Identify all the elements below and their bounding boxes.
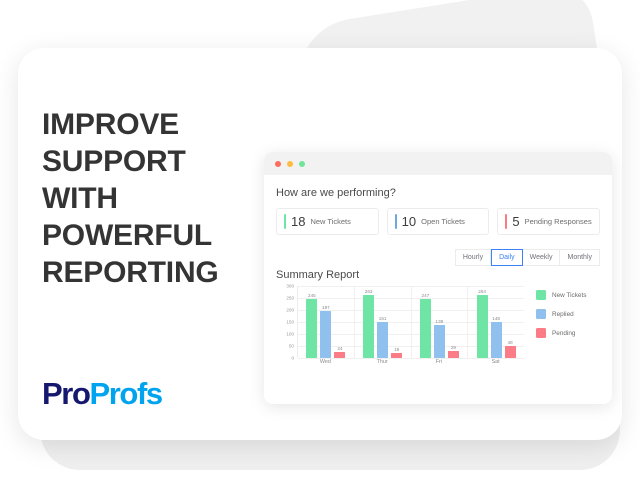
tab-monthly[interactable]: Monthly: [560, 249, 600, 266]
close-dot-icon[interactable]: [275, 160, 281, 167]
stat-label: New Tickets: [310, 217, 351, 226]
bar[interactable]: 245: [306, 293, 318, 358]
proprofs-logo: ProProfs: [42, 376, 163, 412]
x-axis: Wed Thur Fri Sat: [297, 359, 524, 365]
bar-value-label: 48: [507, 340, 513, 346]
logo-text-secondary: Profs: [89, 376, 163, 411]
stat-label: Open Tickets: [421, 217, 465, 226]
bar[interactable]: 48: [504, 340, 516, 358]
stat-value: 5: [512, 214, 520, 229]
bar-value-label: 148: [492, 316, 500, 322]
stat-card[interactable]: 18 New Tickets: [276, 208, 379, 235]
bar[interactable]: 148: [490, 316, 502, 358]
main-card: Improve Support With Powerful Reporting …: [18, 48, 622, 440]
maximize-dot-icon[interactable]: [299, 160, 305, 167]
tab-daily[interactable]: Daily: [491, 249, 523, 266]
page-title: Improve Support With Powerful Reporting: [42, 108, 219, 289]
window-titlebar: [264, 152, 612, 175]
bar[interactable]: 197: [320, 305, 332, 358]
bar-value-label: 24: [337, 346, 343, 352]
x-axis-tick: Wed: [319, 359, 331, 365]
gridline: [298, 358, 524, 359]
bar-group: 247 138 29: [412, 286, 469, 358]
summary-report-chart: 300 250 200 150 100 50 0 245 197 24 263 151 19 247 13…: [276, 283, 600, 368]
minimize-dot-icon[interactable]: [287, 160, 293, 167]
bar-value-label: 263: [364, 288, 373, 294]
stat-label: Pending Responses: [524, 217, 592, 226]
bar-value-label: 264: [478, 288, 486, 294]
legend-label: Pending: [552, 329, 576, 337]
bar-value-label: 19: [394, 347, 400, 353]
y-axis-tick: 150: [286, 319, 294, 325]
legend-label: New Tickets: [552, 291, 587, 299]
legend-swatch: [536, 328, 546, 338]
y-axis-tick: 100: [286, 331, 294, 337]
bar[interactable]: 247: [419, 293, 431, 358]
legend-swatch: [536, 309, 546, 319]
stat-accent-bar: [505, 214, 508, 229]
bar[interactable]: 138: [433, 319, 445, 358]
legend-item[interactable]: Pending: [536, 328, 586, 338]
legend-item[interactable]: Replied: [536, 309, 586, 319]
bar-value-label: 247: [421, 292, 430, 298]
tab-hourly[interactable]: Hourly: [454, 249, 492, 266]
stat-accent-bar: [394, 214, 397, 229]
stat-card[interactable]: 5 Pending Responses: [497, 208, 601, 235]
stat-card-row: 18 New Tickets 10 Open Tickets 5 Pending Resp…: [276, 208, 601, 235]
bar[interactable]: 263: [363, 289, 375, 358]
promo-section: Improve Support With Powerful Reporting: [42, 106, 242, 291]
plot-region: 245 197 24 263 151 19 247 138 29 264 148 48: [297, 286, 524, 359]
y-axis-tick: 200: [286, 307, 294, 313]
x-axis-tick: Sat: [491, 359, 500, 365]
legend-swatch: [536, 290, 546, 300]
stat-card[interactable]: 10 Open Tickets: [386, 208, 490, 235]
chart-legend: New Tickets Replied Pending: [536, 286, 586, 368]
bar-value-label: 138: [435, 318, 444, 324]
stat-accent-bar: [284, 214, 286, 229]
y-axis-tick: 50: [288, 343, 294, 349]
bar-group: 264 148 48: [468, 286, 524, 358]
stat-value: 18: [291, 214, 306, 229]
bar-value-label: 197: [322, 304, 330, 310]
stat-value: 10: [401, 214, 417, 229]
y-axis: 300 250 200 150 100 50 0: [276, 283, 294, 361]
logo-text-primary: Pro: [42, 376, 91, 411]
legend-item[interactable]: New Tickets: [536, 290, 586, 300]
bar-value-label: 29: [450, 345, 456, 351]
bar-group: 263 151 19: [355, 286, 412, 358]
period-tabs: Hourly Daily Weekly Monthly: [276, 249, 600, 266]
tab-weekly[interactable]: Weekly: [522, 249, 561, 266]
dashboard-body: How are we performing? 18 New Tickets 10 Op…: [264, 175, 612, 368]
bar[interactable]: 29: [447, 345, 459, 358]
x-axis-tick: Thur: [376, 359, 388, 365]
plot-wrapper: 300 250 200 150 100 50 0 245 197 24 263 151 19 247 13…: [276, 283, 524, 368]
x-axis-tick: Fri: [435, 359, 443, 365]
bar-value-label: 245: [308, 293, 316, 299]
bar[interactable]: 24: [334, 346, 346, 358]
y-axis-tick: 0: [291, 355, 294, 361]
legend-label: Replied: [552, 310, 574, 318]
bar-value-label: 151: [378, 315, 387, 321]
chart-title: Summary Report: [276, 269, 360, 281]
dashboard-window: How are we performing? 18 New Tickets 10 Op…: [264, 152, 612, 404]
bar[interactable]: 19: [391, 347, 403, 358]
bar-groups: 245 197 24 263 151 19 247 138 29 264 148 48: [298, 286, 524, 358]
y-axis-tick: 250: [286, 295, 294, 301]
y-axis-tick: 300: [286, 283, 294, 289]
dashboard-heading: How are we performing?: [276, 187, 396, 199]
bar[interactable]: 264: [476, 289, 488, 358]
bar-group: 245 197 24: [298, 286, 355, 358]
bar[interactable]: 151: [377, 316, 389, 358]
